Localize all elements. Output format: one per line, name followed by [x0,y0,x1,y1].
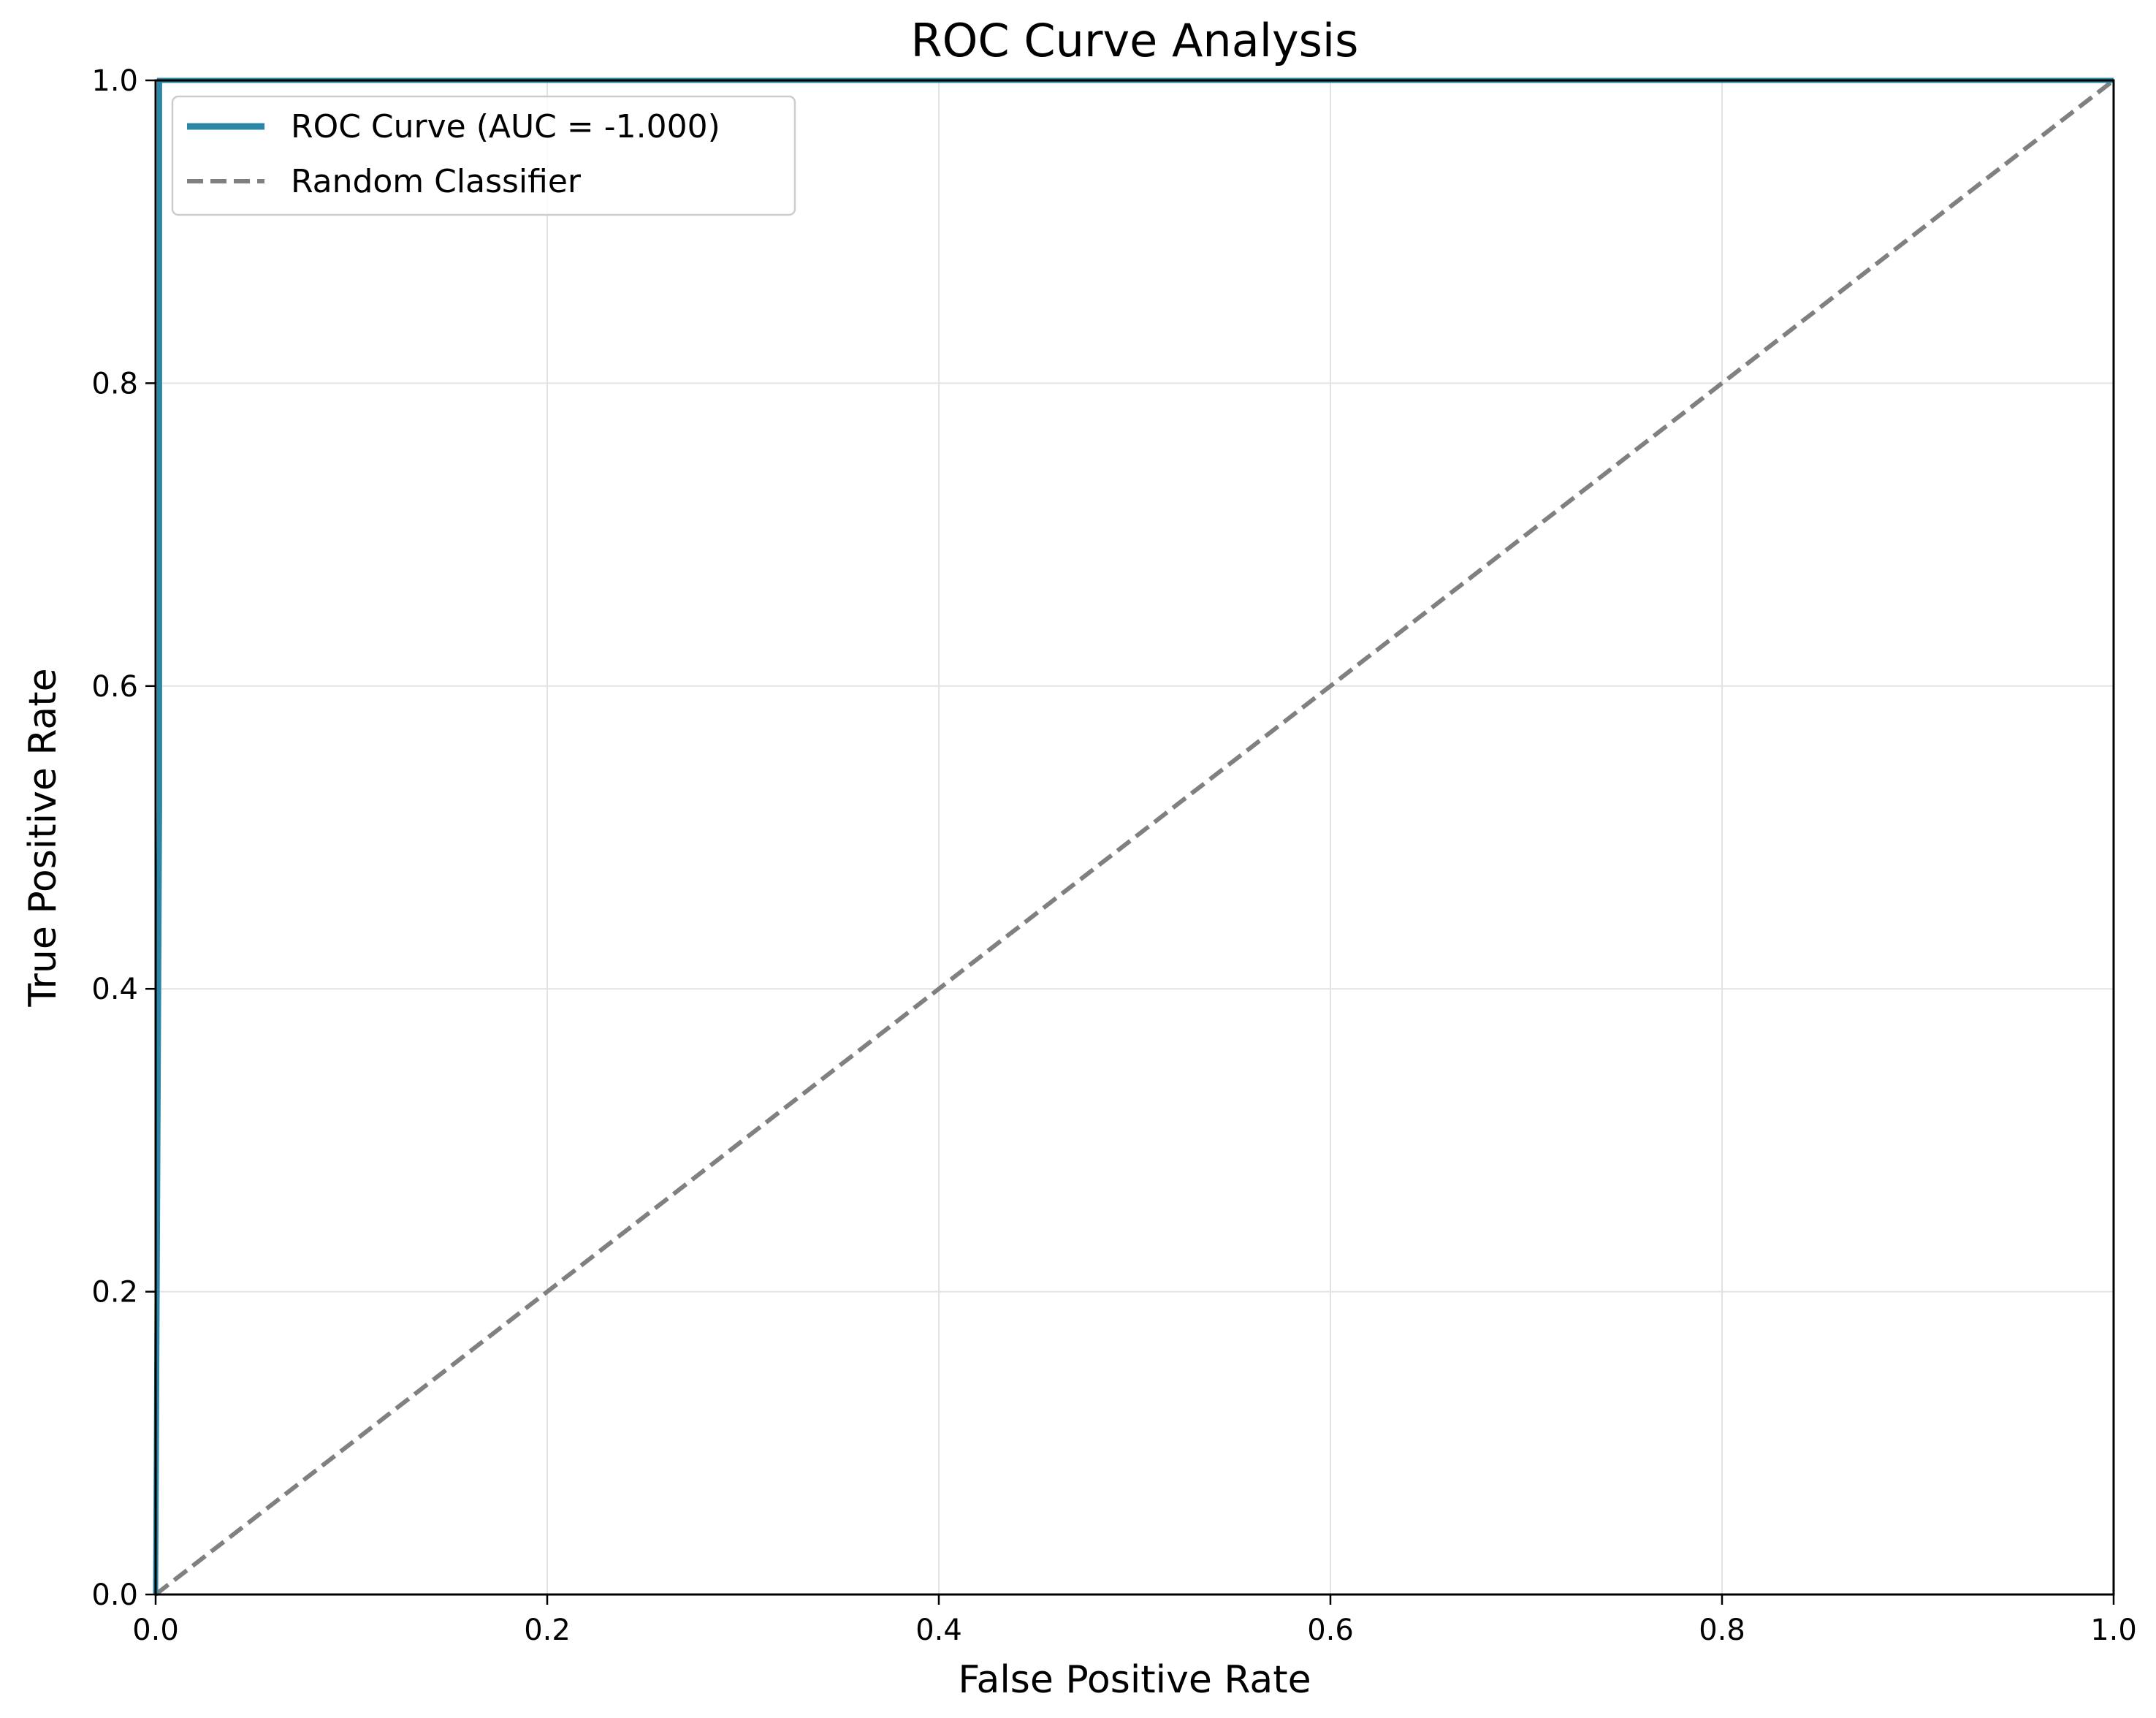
x-axis-label: False Positive Rate [958,1658,1311,1702]
y-axis-ticks: 0.0 0.2 0.4 0.6 0.8 1.0 [91,64,156,1612]
legend-box [171,95,796,216]
y-axis-label: True Positive Rate [21,668,65,1007]
x-tick-label: 1.0 [2090,1614,2137,1647]
x-axis-ticks: 0.0 0.2 0.4 0.6 0.8 1.0 [132,1595,2137,1647]
y-tick-label: 0.8 [91,367,138,400]
plot-area-frame [154,79,2115,1596]
y-tick-label: 0.2 [91,1276,138,1310]
legend-label-roc-curve: ROC Curve (AUC = -1.000) [291,108,720,145]
y-tick-label: 0.6 [91,670,138,704]
legend-label-random-classifier: Random Classifier [291,163,582,200]
x-tick-label: 0.8 [1699,1614,1745,1647]
y-tick-label: 0.4 [91,973,138,1006]
y-tick-label: 1.0 [91,64,138,98]
y-tick-label: 0.0 [91,1578,138,1612]
x-tick-label: 0.2 [524,1614,571,1647]
legend: ROC Curve (AUC = -1.000) Random Classifi… [171,95,796,216]
x-tick-label: 0.4 [915,1614,962,1647]
random-classifier-line [154,78,2115,1597]
x-tick-label: 0.0 [132,1614,179,1647]
x-tick-label: 0.6 [1307,1614,1354,1647]
chart-title: ROC Curve Analysis [911,14,1359,67]
